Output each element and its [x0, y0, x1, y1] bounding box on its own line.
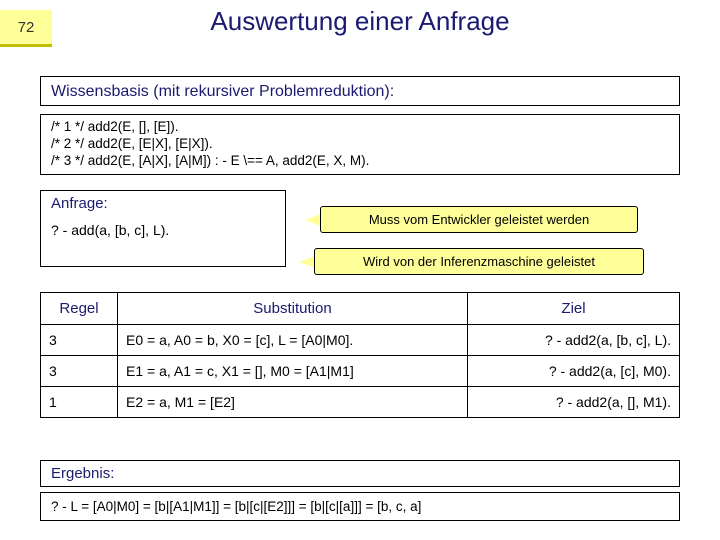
substitution-table: Regel Substitution Ziel 3 E0 = a, A0 = b… [40, 292, 680, 418]
query-text: ? - add(a, [b, c], L). [51, 222, 275, 238]
slide-title: Auswertung einer Anfrage [0, 6, 720, 37]
query-box: Anfrage: ? - add(a, [b, c], L). [40, 190, 286, 267]
table-header-row: Regel Substitution Ziel [41, 293, 680, 325]
code-line: /* 1 */ add2(E, [], [E]). [51, 119, 669, 136]
knowledge-base-code: /* 1 */ add2(E, [], [E]). /* 2 */ add2(E… [40, 114, 680, 175]
code-line: /* 2 */ add2(E, [E|X], [E|X]). [51, 136, 669, 153]
bubble-tail [299, 256, 315, 268]
cell-ziel: ? - add2(a, [b, c], L). [468, 325, 680, 356]
cell-ziel: ? - add2(a, [], M1). [468, 387, 680, 418]
bubble-inference: Wird von der Inferenzmaschine geleistet [314, 248, 644, 275]
bubble-developer: Muss vom Entwickler geleistet werden [320, 206, 638, 233]
cell-regel: 1 [41, 387, 118, 418]
cell-regel: 3 [41, 356, 118, 387]
col-regel: Regel [41, 293, 118, 325]
query-label: Anfrage: [51, 195, 108, 212]
result-label: Ergebnis: [40, 460, 680, 487]
col-substitution: Substitution [118, 293, 468, 325]
result-text: ? - L = [A0|M0] = [b|[A1|M1]] = [b|[c|[E… [40, 492, 680, 521]
bubble-tail [305, 214, 321, 226]
cell-regel: 3 [41, 325, 118, 356]
table-row: 3 E1 = a, A1 = c, X1 = [], M0 = [A1|M1] … [41, 356, 680, 387]
slide: 72 Auswertung einer Anfrage Wissensbasis… [0, 0, 720, 540]
cell-subst: E0 = a, A0 = b, X0 = [c], L = [A0|M0]. [118, 325, 468, 356]
col-ziel: Ziel [468, 293, 680, 325]
cell-ziel: ? - add2(a, [c], M0). [468, 356, 680, 387]
cell-subst: E1 = a, A1 = c, X1 = [], M0 = [A1|M1] [118, 356, 468, 387]
knowledge-base-label: Wissensbasis (mit rekursiver Problemredu… [40, 76, 680, 106]
table-row: 1 E2 = a, M1 = [E2] ? - add2(a, [], M1). [41, 387, 680, 418]
table-row: 3 E0 = a, A0 = b, X0 = [c], L = [A0|M0].… [41, 325, 680, 356]
code-line: /* 3 */ add2(E, [A|X], [A|M]) : - E \== … [51, 153, 669, 170]
cell-subst: E2 = a, M1 = [E2] [118, 387, 468, 418]
